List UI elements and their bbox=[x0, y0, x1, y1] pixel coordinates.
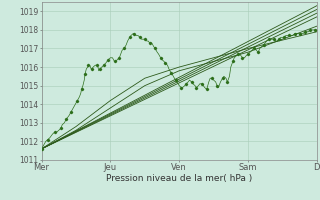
X-axis label: Pression niveau de la mer( hPa ): Pression niveau de la mer( hPa ) bbox=[106, 174, 252, 183]
